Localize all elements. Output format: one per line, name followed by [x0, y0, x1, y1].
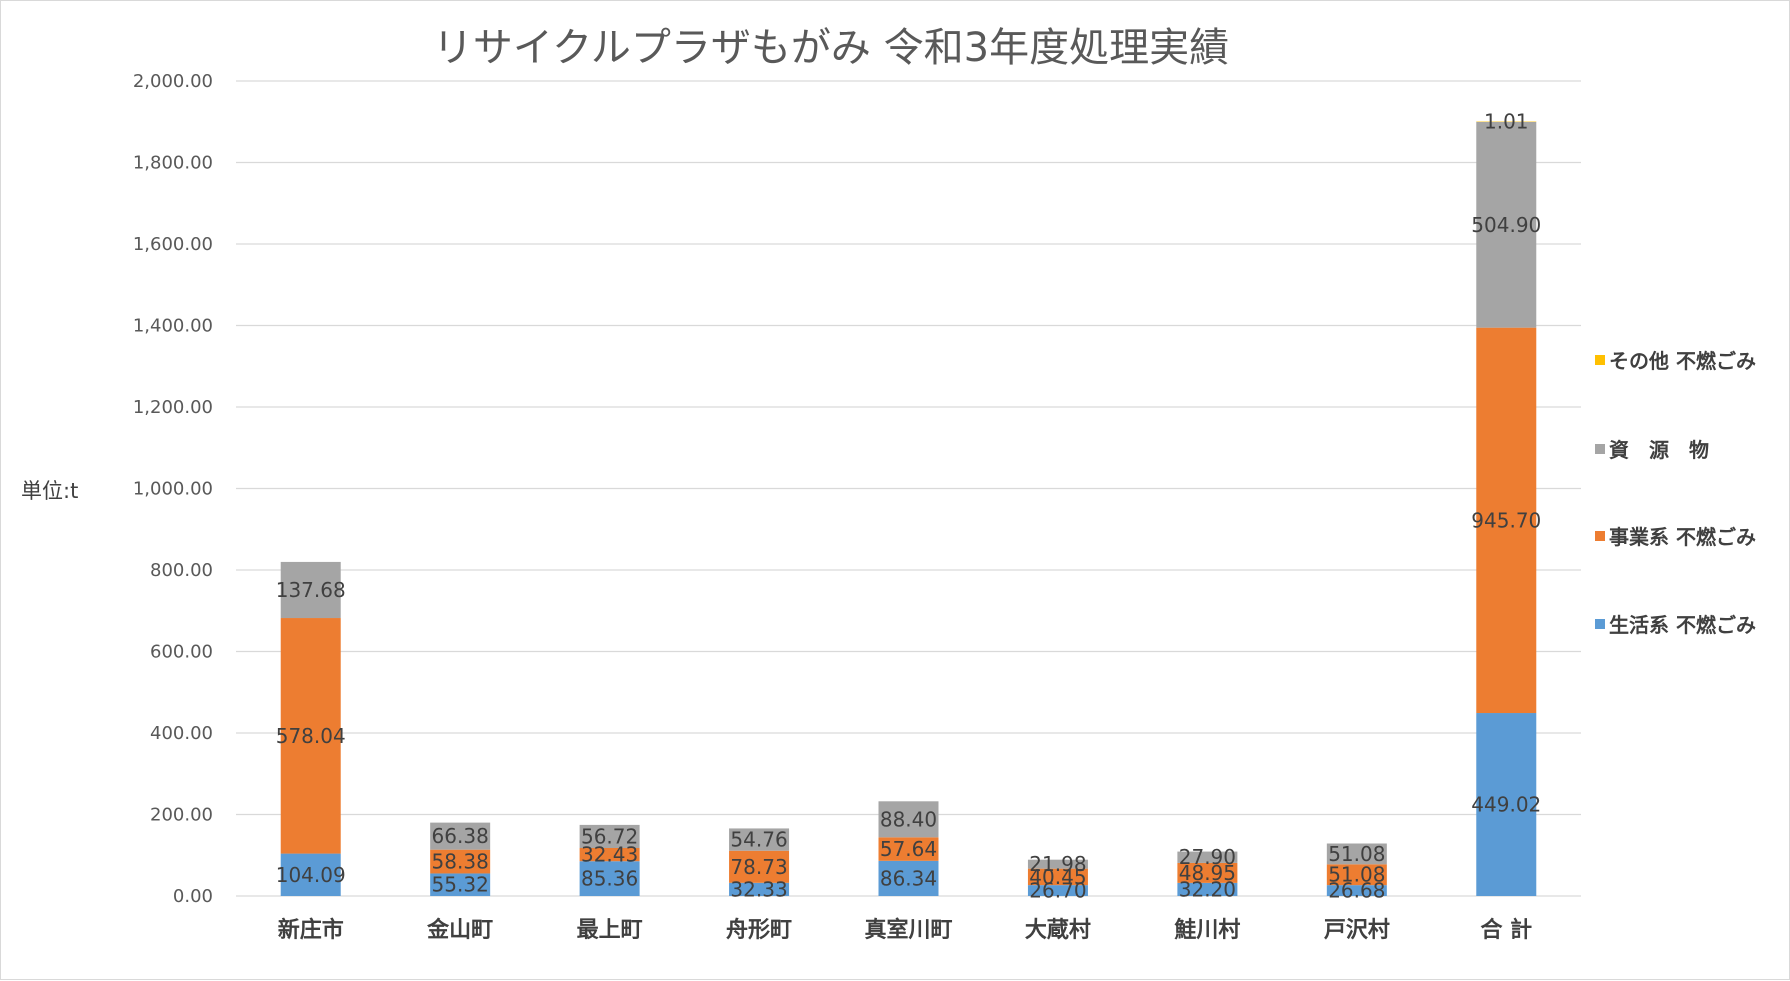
y-tick-label: 1,600.00 [133, 234, 213, 255]
legend-entry: その他 不燃ごみ [1609, 349, 1756, 373]
y-tick-label: 200.00 [150, 805, 213, 826]
y-tick-label: 1,000.00 [133, 479, 213, 500]
y-tick-label: 1,200.00 [133, 397, 213, 418]
data-label: 51.08 [1328, 863, 1385, 887]
x-tick-label: 金山町 [426, 917, 493, 943]
y-tick-label: 1,400.00 [133, 316, 213, 337]
data-label: 55.32 [432, 873, 489, 897]
data-label: 32.33 [730, 877, 787, 901]
y-tick-label: 2,000.00 [133, 71, 213, 92]
data-label: 21.98 [1029, 852, 1086, 876]
y-tick-label: 1,800.00 [133, 153, 213, 174]
y-axis-label: 単位:t [21, 479, 78, 503]
x-tick-label: 最上町 [577, 918, 643, 943]
legend-entry: 資 源 物 [1609, 438, 1709, 462]
data-label: 78.73 [730, 855, 787, 879]
x-tick-label: 舟形町 [726, 917, 792, 943]
data-label: 58.38 [432, 850, 489, 874]
y-tick-label: 800.00 [150, 560, 213, 581]
y-tick-label: 400.00 [150, 723, 213, 744]
data-label: 88.40 [880, 807, 937, 831]
y-axis-ticks: 0.00 200.00 400.00 600.00 800.00 1,000.00 1,20… [133, 71, 213, 907]
x-tick-label: 真室川町 [864, 917, 952, 943]
data-label: 56.72 [581, 824, 638, 848]
legend-entry: 事業系 不燃ごみ [1609, 525, 1756, 549]
data-label: 66.38 [432, 824, 489, 848]
grid-layer [236, 81, 1581, 896]
legend-swatch [1595, 619, 1605, 629]
data-label: 51.08 [1328, 842, 1385, 866]
data-label: 1.01 [1484, 110, 1529, 134]
data-label: 57.64 [880, 837, 937, 861]
x-tick-label: 鮭川村 [1174, 918, 1240, 943]
legend-entry: 生活系 不燃ごみ [1609, 613, 1756, 637]
x-tick-label: 合 計 [1480, 917, 1532, 943]
data-label: 449.02 [1471, 793, 1541, 817]
data-label: 137.68 [276, 578, 346, 602]
chart-title: リサイクルプラザもがみ 令和3年度処理実績 [433, 25, 1229, 71]
x-tick-label: 大蔵村 [1025, 918, 1091, 943]
bar-layer [281, 121, 1537, 896]
data-label: 578.04 [276, 724, 346, 748]
data-label: 27.90 [1179, 845, 1236, 869]
data-label: 86.34 [880, 866, 937, 890]
data-label: 85.36 [581, 867, 638, 891]
data-label: 504.90 [1471, 213, 1541, 237]
legend-swatch [1595, 355, 1605, 365]
y-tick-label: 0.00 [173, 886, 213, 907]
legend-swatch [1595, 531, 1605, 541]
x-tick-label: 新庄市 [278, 917, 344, 943]
data-label: 54.76 [730, 828, 787, 852]
legend-swatch [1595, 444, 1605, 454]
data-label: 104.09 [276, 863, 346, 887]
x-axis-ticks: 新庄市 金山町 最上町 舟形町 真室川町 大蔵村 鮭川村 戸沢村 合 計 [278, 917, 1532, 943]
y-tick-label: 600.00 [150, 642, 213, 663]
x-tick-label: 戸沢村 [1324, 918, 1390, 943]
data-label: 945.70 [1471, 508, 1541, 532]
